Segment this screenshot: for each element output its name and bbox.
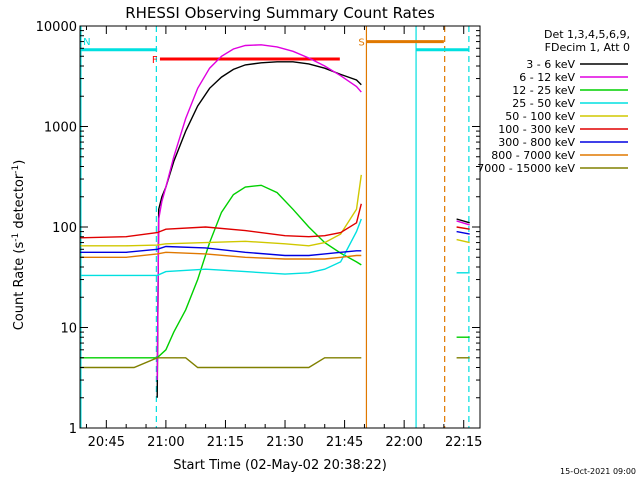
series-line bbox=[80, 245, 362, 257]
series-line bbox=[456, 218, 470, 224]
flag-label: S bbox=[358, 38, 364, 49]
x-tick-label: 22:15 bbox=[445, 435, 482, 450]
legend-label: 300 - 800 keV bbox=[498, 136, 575, 149]
legend-label: 800 - 7000 keV bbox=[491, 149, 575, 162]
legend-label: 12 - 25 keV bbox=[512, 84, 575, 97]
series-line bbox=[80, 184, 362, 359]
x-axis-label: Start Time (02-May-02 20:38:22) bbox=[173, 458, 387, 473]
y-axis-label: Count Rate (s-1 detector-1) bbox=[11, 160, 27, 331]
series-line bbox=[80, 174, 362, 247]
x-tick-label: 20:45 bbox=[88, 435, 125, 450]
x-tick-label: 21:15 bbox=[207, 435, 244, 450]
legend-label: 25 - 50 keV bbox=[512, 97, 575, 110]
x-tick-label: 21:00 bbox=[147, 435, 184, 450]
legend-label: 3 - 6 keV bbox=[526, 58, 575, 71]
y-tick-label: 100 bbox=[52, 221, 77, 236]
series-line bbox=[456, 220, 470, 226]
legend-label: 100 - 300 keV bbox=[498, 123, 575, 136]
axes: 1 10 100 1000 10000 20:45 21:00 21:15 21:30 21:45… bbox=[36, 20, 483, 450]
series-line bbox=[80, 357, 362, 369]
series-line bbox=[456, 226, 470, 230]
y-tick-label: 10000 bbox=[36, 20, 77, 35]
y-tick-label: 10 bbox=[60, 322, 77, 337]
series-line bbox=[456, 230, 470, 235]
legend-label: 6 - 12 keV bbox=[519, 71, 575, 84]
legend: Det 1,3,4,5,6,9,FDecim 1, Att 0 3 - 6 keV… bbox=[477, 28, 630, 175]
series-line bbox=[156, 44, 362, 381]
legend-header: FDecim 1, Att 0 bbox=[545, 41, 630, 54]
legend-label: 7000 - 15000 keV bbox=[477, 162, 575, 175]
chart-title: RHESSI Observing Summary Count Rates bbox=[125, 4, 435, 22]
legend-label: 50 - 100 keV bbox=[505, 110, 575, 123]
plot-area: F N S bbox=[80, 26, 470, 428]
flag-label: N bbox=[83, 37, 90, 48]
x-tick-label: 22:00 bbox=[385, 435, 422, 450]
series-line bbox=[456, 238, 470, 244]
x-tick-label: 21:45 bbox=[326, 435, 363, 450]
timestamp: 15-Oct-2021 09:00 bbox=[560, 467, 636, 476]
legend-header: Det 1,3,4,5,6,9, bbox=[544, 28, 630, 41]
flag-label: F bbox=[152, 55, 158, 66]
x-tick-label: 21:30 bbox=[266, 435, 303, 450]
series-line bbox=[80, 203, 362, 239]
y-tick-label: 1000 bbox=[44, 121, 77, 136]
series-line bbox=[80, 251, 362, 260]
y-tick-label: 1 bbox=[69, 422, 77, 437]
